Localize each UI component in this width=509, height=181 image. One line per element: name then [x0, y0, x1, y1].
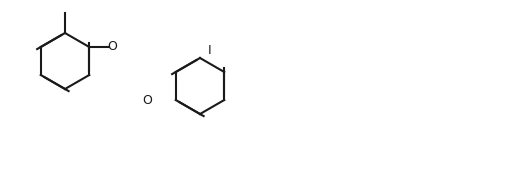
Text: O: O — [107, 41, 117, 54]
Text: O: O — [142, 94, 152, 108]
Text: I: I — [208, 43, 212, 56]
